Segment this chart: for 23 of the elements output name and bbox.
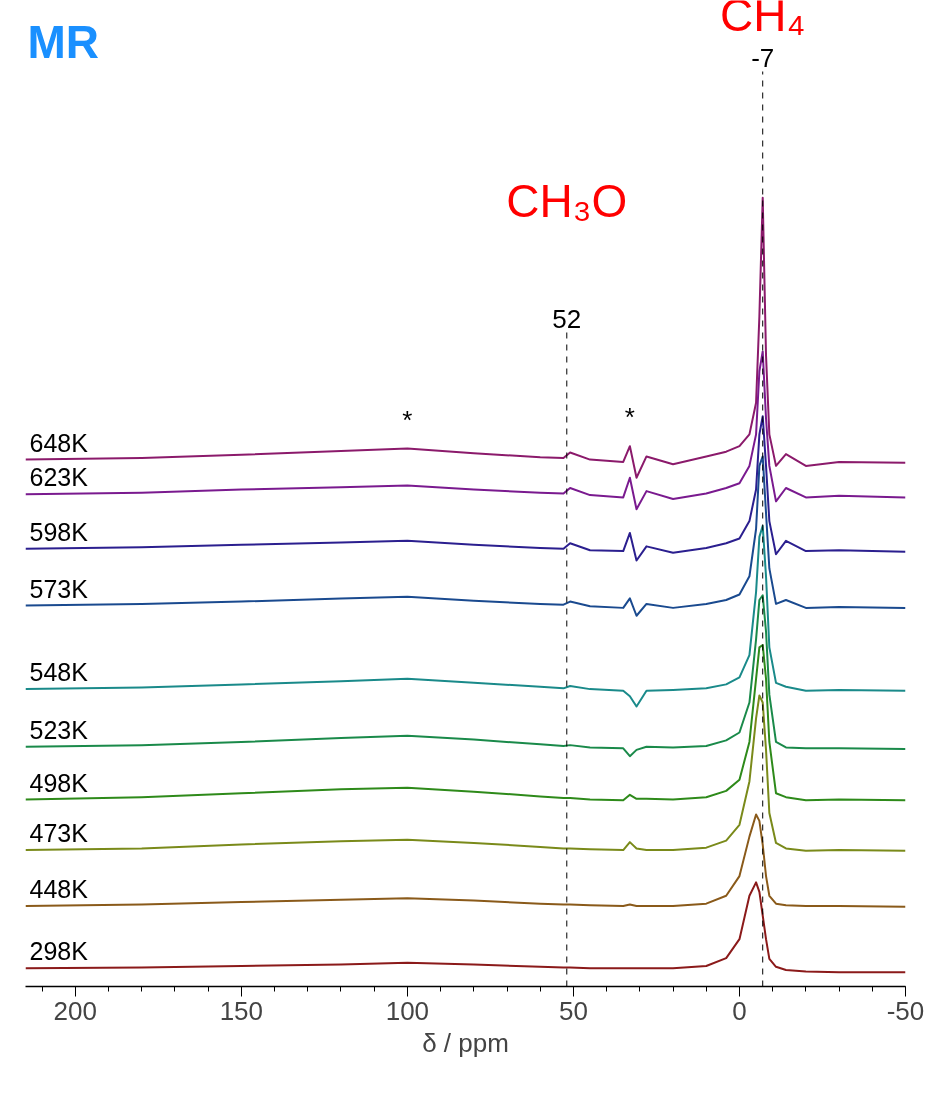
series-label: 473K bbox=[29, 819, 89, 848]
series-label: 523K bbox=[29, 715, 89, 744]
series-label: 648K bbox=[29, 428, 89, 457]
x-tick-label: 200 bbox=[53, 995, 98, 1026]
ref-line-label: -7 bbox=[751, 43, 775, 74]
x-tick-label: 50 bbox=[558, 995, 588, 1026]
annotation: * bbox=[402, 404, 413, 435]
series-label: 573K bbox=[29, 574, 89, 603]
x-tick-label: 150 bbox=[219, 995, 264, 1026]
annotation: * bbox=[624, 402, 635, 433]
series-label: 448K bbox=[29, 875, 89, 904]
series-label: 548K bbox=[29, 658, 89, 687]
x-tick-label: 100 bbox=[385, 995, 430, 1026]
x-tick-label: 0 bbox=[732, 995, 747, 1026]
x-tick-label: -50 bbox=[886, 995, 925, 1026]
chart-title: MR bbox=[27, 15, 100, 68]
series-label: 298K bbox=[29, 937, 89, 966]
series-label: 498K bbox=[29, 768, 89, 797]
series-label: 598K bbox=[29, 517, 89, 546]
x-axis-title: δ / ppm bbox=[422, 1027, 509, 1058]
annotation: CH₃O bbox=[506, 174, 628, 227]
series-label: 623K bbox=[29, 463, 89, 492]
ref-line-label: 52 bbox=[552, 303, 582, 334]
